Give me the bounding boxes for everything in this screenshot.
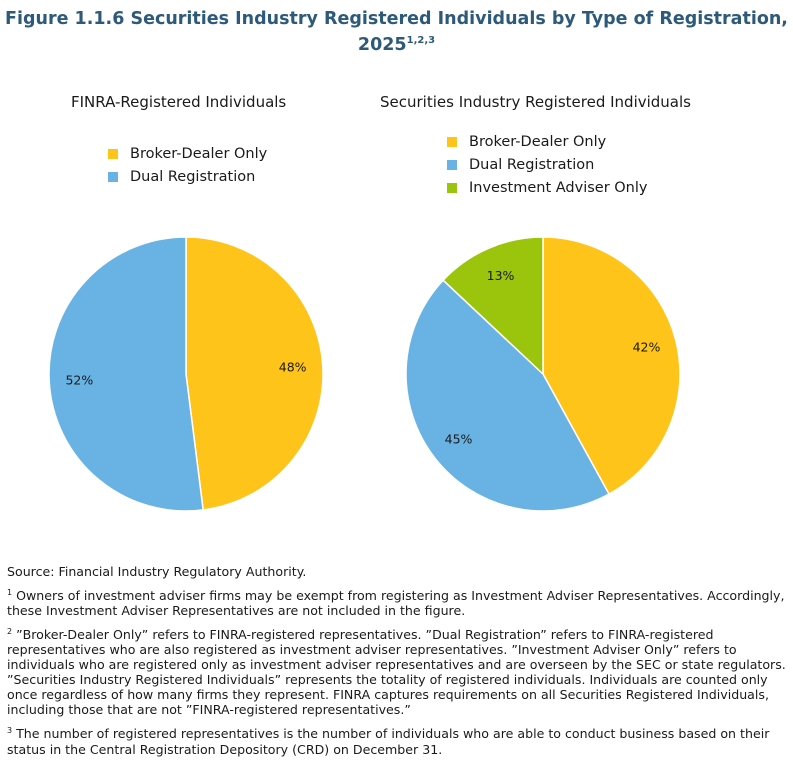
chart-2-legend: Broker-Dealer Only Dual Registration Inv… [447,130,647,199]
legend-item-broker-dealer: Broker-Dealer Only [447,130,647,153]
legend-label-broker-dealer: Broker-Dealer Only [130,145,268,162]
footnote-1-text: Owners of investment adviser firms may b… [7,588,785,619]
pie-2-label-dual: 45% [445,431,473,446]
legend-item-dual: Dual Registration [108,165,267,188]
footnote-1: 1 Owners of investment adviser firms may… [7,585,789,618]
legend-swatch-dual [108,171,118,182]
legend-item-broker-dealer: Broker-Dealer Only [108,142,267,165]
footnote-2: 2 ”Broker-Dealer Only” refers to FINRA-r… [7,624,789,717]
pie-1-slice-dual [48,236,205,512]
chart-1-legend: Broker-Dealer Only Dual Registration [108,142,267,188]
pie-2-slice-investment-adviser [442,236,544,376]
footnote-1-marker: 1 [7,588,13,597]
footnote-2-marker: 2 [7,627,13,637]
legend-label-broker-dealer: Broker-Dealer Only [469,133,607,150]
pie-2-label-broker-dealer: 42% [633,339,661,354]
source-note: Source: Financial Industry Regulatory Au… [7,564,307,579]
legend-swatch-broker-dealer [447,136,457,147]
pie-1-label-dual: 52% [65,373,93,388]
chart-1-title: FINRA-Registered Individuals [71,93,287,111]
pie-2-slice-broker-dealer [542,236,681,496]
legend-label-dual: Dual Registration [130,168,256,185]
legend-label-investment-adviser: Investment Adviser Only [469,179,648,196]
legend-item-investment-adviser: Investment Adviser Only [447,176,647,199]
figure-title-footnote-refs: 1,2,3 [406,35,436,46]
figure-title-text: Figure 1.1.6 Securities Industry Registe… [5,9,788,55]
legend-item-dual: Dual Registration [447,153,647,176]
footnote-3: 3 The number of registered representativ… [7,723,789,756]
footnote-3-text: The number of registered representatives… [7,726,770,757]
footnotes: Source: Financial Industry Regulatory Au… [7,564,789,763]
legend-swatch-investment-adviser [447,182,457,193]
pie-2-slice-dual [405,279,611,512]
pie-charts: 48% 52% 42% 45% 13% [48,236,681,512]
figure-title: Figure 1.1.6 Securities Industry Registe… [0,8,793,56]
legend-label-dual: Dual Registration [469,156,595,173]
chart-2-title: Securities Industry Registered Individua… [380,93,691,111]
pie-1-label-broker-dealer: 48% [279,359,307,374]
footnote-3-marker: 3 [7,726,13,736]
footnote-2-text: ”Broker-Dealer Only” refers to FINRA-reg… [7,627,786,718]
legend-swatch-dual [447,159,457,170]
legend-swatch-broker-dealer [108,148,118,159]
pie-2-label-investment-adviser: 13% [487,268,515,283]
pie-1-slice-broker-dealer [185,236,324,511]
